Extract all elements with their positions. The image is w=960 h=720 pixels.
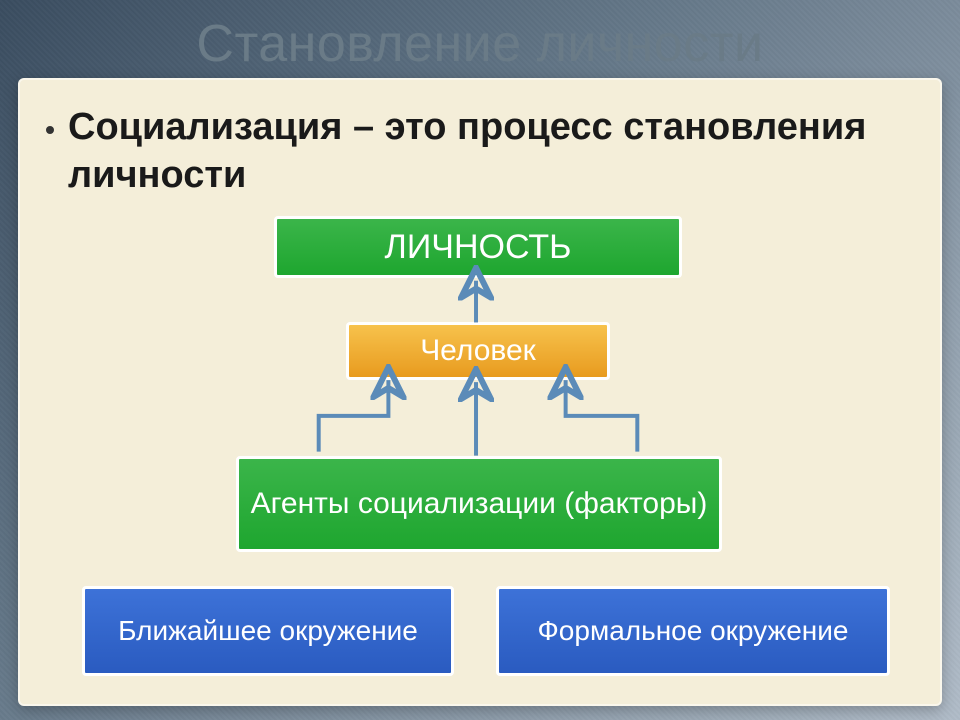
box-agents-label: Агенты социализации (факторы) bbox=[251, 486, 708, 522]
box-agents: Агенты социализации (факторы) bbox=[236, 456, 722, 552]
box-formal-env-label: Формальное окружение bbox=[538, 614, 849, 648]
slide-title: Становление личности bbox=[0, 14, 960, 74]
box-personality-label: ЛИЧНОСТЬ bbox=[385, 228, 572, 267]
content-panel: Социализация – это процесс становления л… bbox=[18, 78, 942, 706]
box-formal-env: Формальное окружение bbox=[496, 586, 890, 676]
slide-stage: Становление личности Социализация – это … bbox=[0, 0, 960, 720]
box-human: Человек bbox=[346, 322, 610, 380]
bullet-icon bbox=[46, 126, 54, 134]
box-personality: ЛИЧНОСТЬ bbox=[274, 216, 682, 278]
box-human-label: Человек bbox=[420, 334, 536, 368]
definition-text: Социализация – это процесс становления л… bbox=[68, 104, 892, 199]
box-near-env-label: Ближайшее окружение bbox=[118, 614, 418, 648]
box-near-env: Ближайшее окружение bbox=[82, 586, 454, 676]
